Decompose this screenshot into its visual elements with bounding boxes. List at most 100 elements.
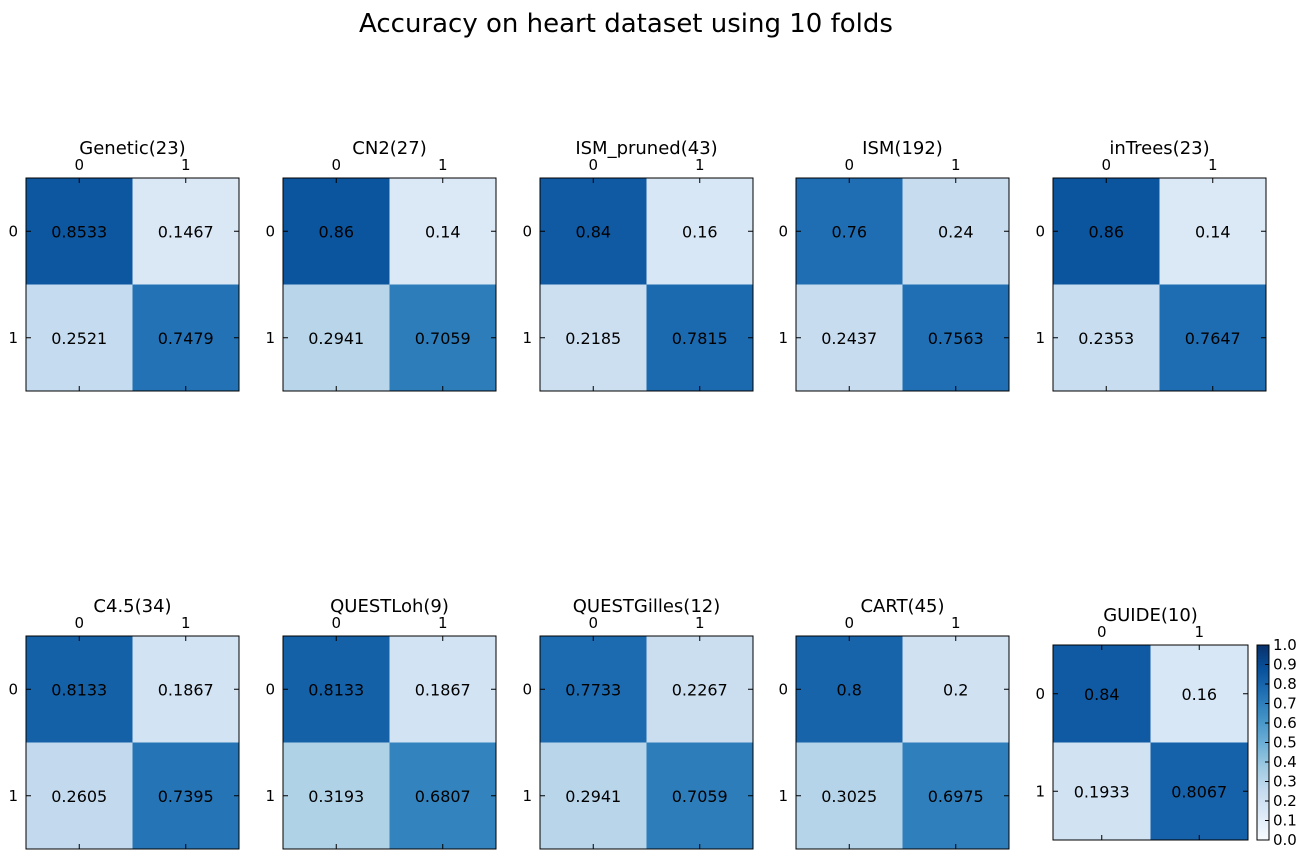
heatmap-cell	[1053, 284, 1160, 391]
cell-value-label: 0.14	[1195, 222, 1231, 241]
x-tick-label: 1	[695, 614, 705, 632]
cell-value-label: 0.24	[938, 222, 974, 241]
cell-value-label: 0.7563	[928, 329, 984, 348]
cell-value-label: 0.2353	[1078, 329, 1134, 348]
heatmap-cell	[540, 284, 647, 391]
x-tick-label: 0	[1097, 623, 1107, 641]
y-tick-label: 1	[778, 787, 788, 805]
heatmap-cell	[26, 742, 133, 849]
y-tick-label: 1	[8, 329, 18, 347]
heatmap-cell	[902, 636, 1009, 743]
heatmap-cell	[1053, 178, 1160, 285]
heatmap-cell	[132, 284, 239, 391]
panel: 0 1 0 1 ISM(192) 0.76 0.24 0.2437 0.7563	[778, 138, 1010, 392]
heatmap-cell	[283, 636, 390, 743]
cell-value-label: 0.7647	[1185, 329, 1241, 348]
chart-title: Accuracy on heart dataset using 10 folds	[359, 9, 893, 39]
cell-value-label: 0.7059	[415, 329, 471, 348]
heatmap-cell	[540, 178, 647, 285]
heatmap-cell	[26, 178, 133, 285]
y-tick-label: 0	[522, 680, 532, 698]
x-tick-label: 1	[181, 156, 191, 174]
heatmap-cell	[796, 636, 903, 743]
y-tick-label: 0	[8, 680, 18, 698]
colorbar-tick-label: 1.0	[1273, 636, 1297, 654]
panel-frame	[282, 635, 497, 850]
x-tick-label: 1	[1194, 623, 1204, 641]
heatmap-cell	[389, 284, 496, 391]
x-tick-label: 0	[588, 156, 598, 174]
y-tick-label: 0	[265, 680, 275, 698]
cell-value-label: 0.2521	[51, 329, 107, 348]
y-tick-label: 1	[8, 787, 18, 805]
y-tick-label: 1	[778, 329, 788, 347]
panel-title: QUESTLoh(9)	[330, 596, 449, 617]
colorbar-tick-label: 0.2	[1273, 792, 1297, 810]
cell-value-label: 0.2941	[565, 787, 621, 806]
y-tick-label: 1	[522, 787, 532, 805]
cell-value-label: 0.8067	[1171, 782, 1227, 801]
cell-value-label: 0.2185	[565, 329, 621, 348]
y-tick-label: 0	[778, 222, 788, 240]
cell-value-label: 0.7815	[672, 329, 728, 348]
heatmap-cell	[283, 742, 390, 849]
y-tick-label: 0	[265, 222, 275, 240]
cell-value-label: 0.86	[318, 222, 354, 241]
panel-frame	[539, 177, 754, 392]
colorbar-tick-label: 0.0	[1273, 831, 1297, 849]
colorbar-tick-label: 0.3	[1273, 773, 1297, 791]
x-tick-label: 0	[844, 156, 854, 174]
heatmap-cell	[1159, 284, 1266, 391]
cell-value-label: 0.3025	[821, 787, 877, 806]
x-tick-label: 1	[181, 614, 191, 632]
x-tick-label: 0	[74, 614, 84, 632]
heatmap-cell	[283, 178, 390, 285]
y-tick-label: 1	[265, 787, 275, 805]
y-tick-label: 0	[522, 222, 532, 240]
cell-value-label: 0.2605	[51, 787, 107, 806]
colorbar: 0.00.1 0.20.3 0.40.5 0.60.7 0.80.9 1.0	[1256, 636, 1297, 849]
heatmap-cell	[26, 636, 133, 743]
cell-value-label: 0.3193	[308, 787, 364, 806]
colorbar-tick-label: 0.7	[1273, 695, 1297, 713]
panel-title: inTrees(23)	[1109, 138, 1209, 159]
heatmap-cell	[796, 742, 903, 849]
panel-title: Genetic(23)	[79, 138, 185, 159]
cell-value-label: 0.8533	[51, 222, 107, 241]
panel-frame	[795, 177, 1010, 392]
panel-frame	[1052, 644, 1249, 841]
x-tick-label: 0	[844, 614, 854, 632]
heatmap-cell	[646, 636, 753, 743]
y-tick-label: 1	[1035, 782, 1045, 800]
heatmap-cell	[902, 178, 1009, 285]
cell-value-label: 0.14	[425, 222, 461, 241]
colorbar-tick-label: 0.1	[1273, 812, 1297, 830]
heatmap-cell	[389, 742, 496, 849]
panel: 0 1 0 1 CART(45) 0.8 0.2 0.3025 0.6975	[778, 596, 1010, 850]
heatmap-cell	[132, 742, 239, 849]
cell-value-label: 0.2437	[821, 329, 877, 348]
cell-value-label: 0.1867	[158, 680, 214, 699]
cell-value-label: 0.1867	[415, 680, 471, 699]
heatmap-cell	[1159, 178, 1266, 285]
cell-value-label: 0.8	[837, 680, 862, 699]
cell-value-label: 0.1933	[1074, 782, 1130, 801]
heatmap-cell	[646, 284, 753, 391]
heatmap-cell	[902, 742, 1009, 849]
x-tick-label: 1	[951, 156, 961, 174]
y-tick-label: 1	[522, 329, 532, 347]
x-tick-label: 1	[1208, 156, 1218, 174]
cell-value-label: 0.2	[943, 680, 968, 699]
x-tick-label: 0	[1101, 156, 1111, 174]
heatmap-cell	[132, 178, 239, 285]
heatmap-cell	[1053, 645, 1151, 743]
cell-value-label: 0.86	[1088, 222, 1124, 241]
heatmap-cell	[902, 284, 1009, 391]
x-tick-label: 0	[588, 614, 598, 632]
